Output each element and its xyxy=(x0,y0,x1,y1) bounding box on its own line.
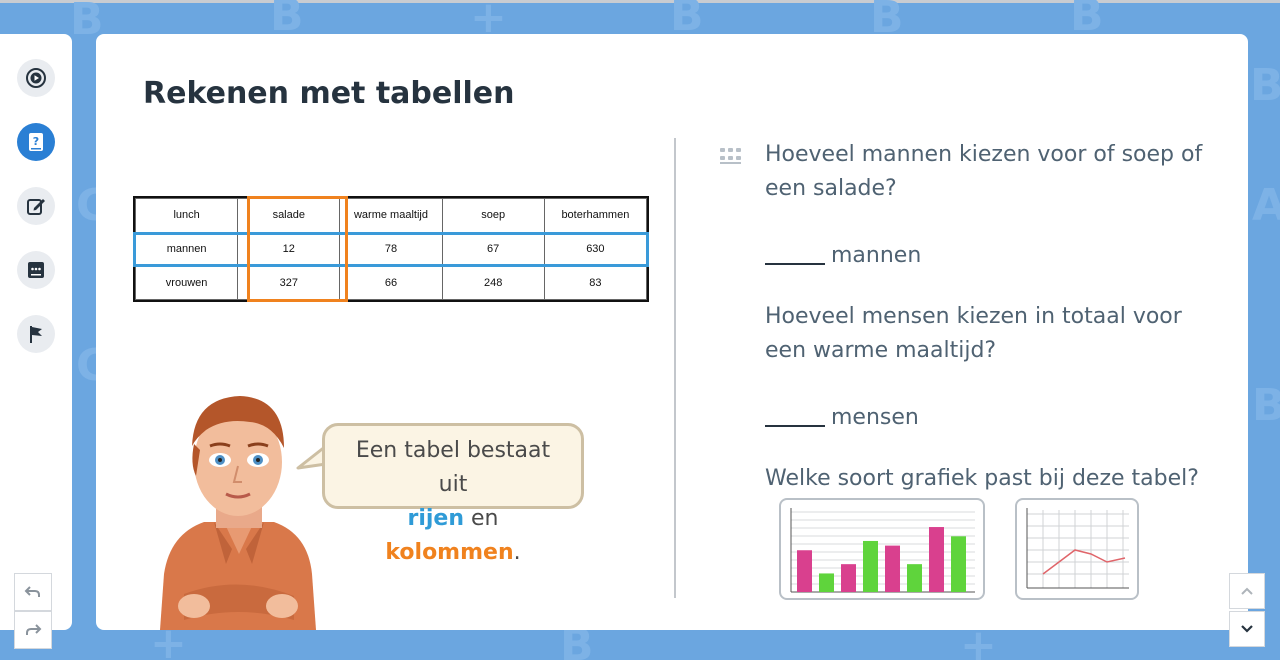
table-header: lunch xyxy=(134,198,239,233)
table-cell: vrouwen xyxy=(134,265,239,300)
redo-button[interactable] xyxy=(14,611,52,649)
bar-chart-icon-bar xyxy=(907,564,922,592)
question-list-icon xyxy=(720,148,741,164)
table-cell: 83 xyxy=(543,265,648,300)
lesson-card: Rekenen met tabellen lunch salade warme … xyxy=(96,34,1248,630)
edit-button[interactable] xyxy=(17,187,55,225)
scroll-up-button[interactable] xyxy=(1229,573,1265,609)
table-header: boterhammen xyxy=(543,198,648,233)
table-cell: 630 xyxy=(543,231,648,267)
table-cell: 327 xyxy=(237,265,341,300)
bar-chart-icon-bar xyxy=(797,550,812,592)
flag-button[interactable] xyxy=(17,315,55,353)
table-header: salade xyxy=(237,198,341,233)
data-table: lunch salade warme maaltijd soep boterha… xyxy=(133,196,649,302)
chevron-up-icon xyxy=(1241,587,1253,595)
bubble-period: . xyxy=(513,540,521,565)
answer-unit-1: mannen xyxy=(831,243,922,268)
left-toolbar: ? xyxy=(0,34,72,649)
undo-button[interactable] xyxy=(14,573,52,611)
table-cell: 78 xyxy=(339,231,443,267)
bubble-word-rows: rijen xyxy=(407,506,465,531)
bar-chart-icon-bar xyxy=(885,545,900,592)
question-3: Welke soort grafiek past bij deze tabel? xyxy=(765,466,1199,491)
undo-icon xyxy=(24,586,40,597)
answer-blank-2[interactable] xyxy=(765,405,825,427)
answer-blank-1[interactable] xyxy=(765,243,825,265)
svg-text:?: ? xyxy=(33,135,39,148)
bar-chart-icon xyxy=(790,508,975,593)
flag-icon xyxy=(30,326,42,343)
panel-divider xyxy=(674,138,676,598)
bar-chart-icon-bar xyxy=(951,536,966,592)
bar-chart-icon-bar xyxy=(819,573,834,592)
bar-chart-icon-bar xyxy=(841,564,856,592)
scroll-down-button[interactable] xyxy=(1229,611,1265,647)
line-chart-option[interactable] xyxy=(1015,498,1139,600)
question-2: Hoeveel mensen kiezen in totaal voor een… xyxy=(765,304,1182,363)
play-circle-icon xyxy=(26,68,46,88)
edit-icon xyxy=(27,199,45,215)
table-header: soep xyxy=(441,198,545,233)
table-row: mannen 12 78 67 630 xyxy=(134,231,648,267)
boy-character-illustration xyxy=(160,396,316,630)
chat-icon xyxy=(28,262,44,278)
bar-chart-option[interactable] xyxy=(779,498,985,600)
top-border xyxy=(0,0,1280,3)
line-chart-icon xyxy=(1026,508,1129,589)
chevron-down-icon xyxy=(1241,625,1253,633)
redo-icon xyxy=(26,624,42,635)
table-cell: mannen xyxy=(134,231,239,267)
table-cell: 248 xyxy=(441,265,545,300)
question-book-icon: ? xyxy=(29,133,43,151)
play-circle-button[interactable] xyxy=(17,59,55,97)
answer-2[interactable]: mensen xyxy=(765,405,919,430)
table-header-row: lunch salade warme maaltijd soep boterha… xyxy=(134,198,648,233)
bar-chart-icon-bar xyxy=(863,540,878,592)
bubble-text-line1: Een tabel bestaat uit xyxy=(355,438,551,497)
answer-unit-2: mensen xyxy=(831,405,919,430)
table-cell: 67 xyxy=(441,231,545,267)
answer-1[interactable]: mannen xyxy=(765,243,921,268)
question-book-button[interactable]: ? xyxy=(17,123,55,161)
bubble-word-and: en xyxy=(471,506,499,531)
page-title: Rekenen met tabellen xyxy=(143,76,515,111)
bubble-word-columns: kolommen xyxy=(385,540,514,565)
chat-button[interactable] xyxy=(17,251,55,289)
table-header: warme maaltijd xyxy=(339,198,443,233)
bar-chart-icon-bar xyxy=(929,527,944,592)
table-row: vrouwen 327 66 248 83 xyxy=(134,265,648,300)
question-1: Hoeveel mannen kiezen voor of soep of ee… xyxy=(765,142,1203,201)
speech-bubble: Een tabel bestaat uit rijen en kolommen. xyxy=(322,423,584,565)
table-cell: 12 xyxy=(237,231,341,267)
table-cell: 66 xyxy=(339,265,443,300)
